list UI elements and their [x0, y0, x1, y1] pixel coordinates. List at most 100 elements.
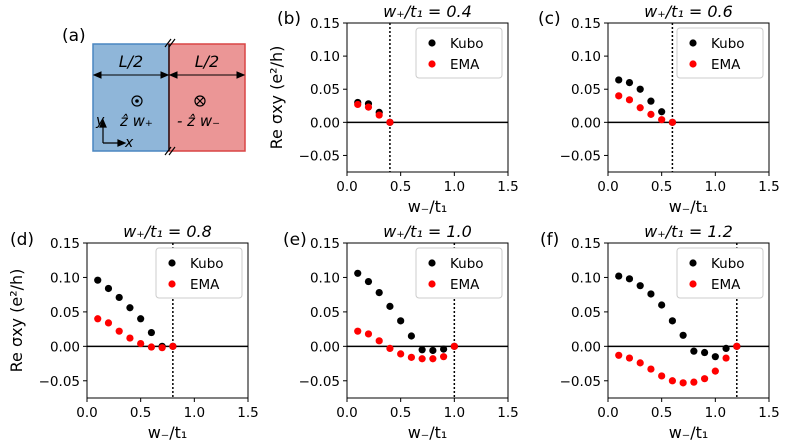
y-tick-label: 0.15	[50, 236, 80, 252]
kubo-point	[147, 328, 155, 337]
legend-label-ema: EMA	[711, 57, 741, 73]
ema-point	[625, 354, 634, 362]
ema-point	[147, 343, 155, 351]
x-tick-label: 0.5	[130, 405, 151, 421]
y-tick-label: 0.10	[571, 49, 601, 65]
legend-label-kubo: Kubo	[711, 256, 745, 272]
x-tick-label: 1.0	[444, 179, 465, 195]
kubo-point	[137, 315, 145, 323]
kubo-point	[126, 304, 134, 312]
panel-label: (b)	[277, 9, 301, 29]
panel-label: (f)	[540, 230, 559, 250]
field-out-icon	[131, 95, 143, 107]
y-tick-label: 0.00	[310, 115, 340, 131]
x-tick-label: 0.0	[336, 179, 357, 195]
x-tick-label: 1.5	[497, 405, 518, 421]
chart-title: w₊/t₁ = 0.4	[383, 2, 472, 21]
kubo-point	[636, 85, 644, 93]
y-tick-label: 0.00	[310, 339, 340, 355]
ema-point	[733, 342, 741, 350]
ema-point	[668, 118, 677, 126]
kubo-point	[94, 276, 102, 284]
chart-title: w₊/t₁ = 0.6	[644, 2, 733, 21]
ema-point	[647, 365, 655, 373]
chart-panel-3: (d) w₊/t₁ = 0.8 0.0 0.5 1.0 1.5 −0.05 0.00 0.05 0…	[7, 222, 259, 442]
plot-frame	[607, 242, 770, 399]
legend-marker-ema	[168, 280, 176, 288]
legend-label-kubo: Kubo	[711, 36, 745, 52]
x-tick-label: 0.5	[651, 179, 672, 195]
ema-point	[615, 351, 623, 359]
ema-point	[158, 344, 166, 352]
kubo-point	[690, 347, 698, 355]
ema-point	[668, 377, 677, 385]
ema-point	[647, 110, 655, 118]
ema-point	[679, 379, 687, 387]
panel-label: (c)	[538, 9, 561, 29]
ema-point	[701, 375, 709, 383]
y-tick-label: 0.10	[310, 49, 340, 65]
legend: Kubo EMA	[155, 247, 243, 299]
width-arrow-left	[92, 71, 170, 79]
ema-point	[364, 103, 373, 111]
ema-point	[450, 342, 458, 350]
right-width-label: L/2	[195, 52, 219, 71]
kubo-point	[668, 317, 677, 325]
x-tick-label: 1.5	[497, 179, 518, 195]
field-in-icon	[194, 95, 206, 107]
kubo-point	[615, 272, 623, 280]
y-tick-label: 0.00	[571, 115, 601, 131]
ema-point	[354, 327, 362, 335]
x-tick-label: 1.5	[758, 405, 779, 421]
break-mark-bottom	[164, 146, 176, 156]
chart-title: w₊/t₁ = 1.2	[644, 222, 733, 241]
kubo-point	[701, 348, 709, 357]
kubo-point	[636, 282, 644, 290]
legend-marker-kubo	[428, 39, 436, 47]
kubo-point	[647, 97, 655, 105]
legend: Kubo EMA	[676, 27, 764, 79]
ema-point	[169, 342, 177, 350]
x-tick-label: 1.5	[758, 179, 779, 195]
ema-point	[386, 344, 394, 352]
legend-marker-kubo	[689, 39, 697, 47]
legend-label-kubo: Kubo	[190, 256, 224, 272]
ema-point	[722, 354, 730, 362]
legend-box	[676, 27, 764, 79]
y-tick-label: 0.15	[310, 236, 340, 252]
chart-title: w₊/t₁ = 0.8	[123, 222, 212, 241]
ema-point	[104, 319, 113, 327]
y-tick-label: 0.15	[571, 16, 601, 32]
y-tick-label: 0.10	[310, 270, 340, 286]
x-axis-label: x	[124, 135, 134, 151]
y-tick-label: 0.05	[310, 305, 340, 321]
y-tick-label: −0.05	[299, 148, 340, 164]
y-tick-label: 0.05	[50, 305, 80, 321]
y-tick-label: 0.05	[571, 305, 601, 321]
y-tick-label: 0.10	[50, 270, 80, 286]
kubo-point	[440, 345, 448, 353]
x-tick-label: 0.5	[390, 179, 411, 195]
chart-title: w₊/t₁ = 1.0	[383, 222, 472, 241]
kubo-point	[658, 301, 666, 309]
right-region	[168, 43, 246, 152]
ema-point	[115, 327, 123, 335]
legend-marker-ema	[428, 280, 436, 288]
ema-point	[625, 96, 634, 104]
kubo-point	[418, 346, 426, 354]
x-tick-label: 0.0	[597, 405, 618, 421]
kubo-point	[615, 76, 623, 84]
y-tick-label: −0.05	[299, 374, 340, 390]
kubo-point	[429, 346, 437, 355]
legend-label-kubo: Kubo	[450, 36, 484, 52]
y-tick-label: 0.15	[310, 16, 340, 32]
x-axis-label: w₋/t₁	[669, 423, 709, 442]
ema-point	[636, 359, 644, 367]
y-axis-label: Re σxy (e²/h)	[7, 269, 26, 373]
left-field-label: ẑ w₊	[119, 112, 153, 130]
x-tick-label: 0.0	[76, 405, 97, 421]
chart-panel-5: (f) w₊/t₁ = 1.2 0.0 0.5 1.0 1.5 −0.05 0.00 0.05 0…	[540, 222, 780, 442]
x-tick-label: 1.0	[705, 179, 726, 195]
kubo-point	[375, 289, 383, 297]
legend-marker-kubo	[689, 259, 697, 267]
